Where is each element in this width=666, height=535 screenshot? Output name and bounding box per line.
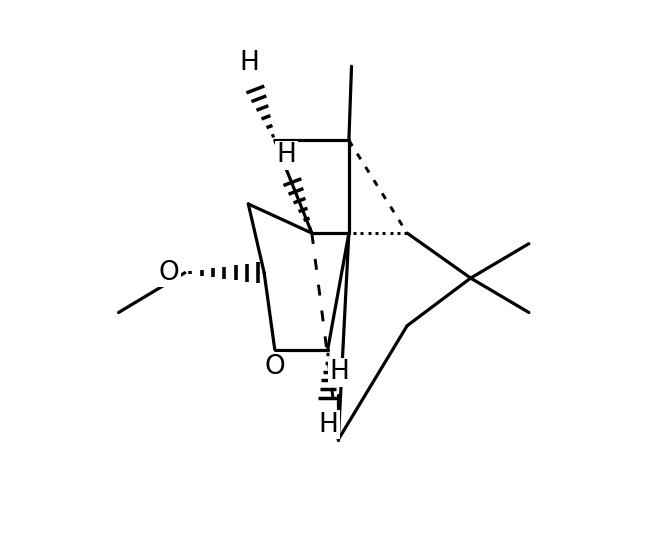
Text: H: H — [330, 360, 349, 385]
Text: O: O — [159, 260, 179, 286]
Text: O: O — [264, 354, 285, 379]
Text: H: H — [319, 412, 339, 438]
Text: H: H — [276, 142, 296, 169]
Text: H: H — [239, 50, 259, 75]
